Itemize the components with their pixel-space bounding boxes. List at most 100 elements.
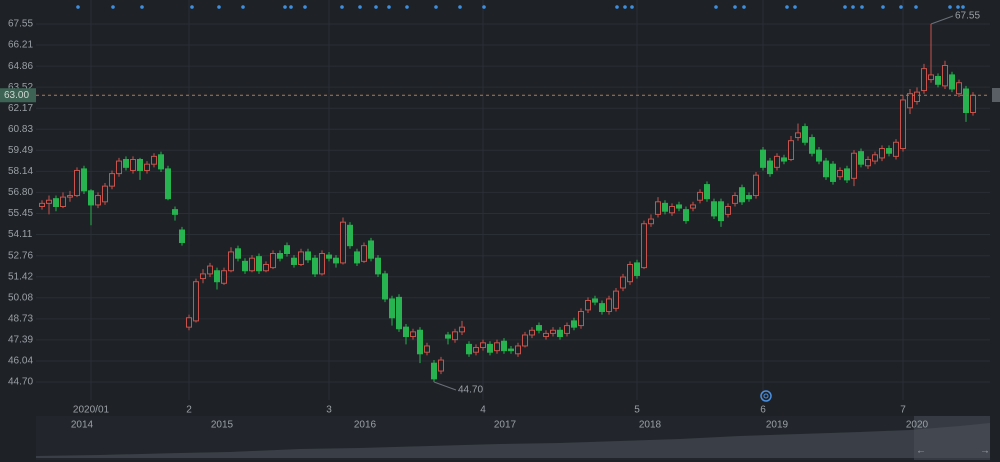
- event-dot[interactable]: [961, 5, 965, 9]
- y-tick-label: 48.73: [8, 313, 33, 324]
- y-tick-label: 66.21: [8, 40, 33, 51]
- candle-body: [606, 298, 612, 312]
- event-dot[interactable]: [742, 5, 746, 9]
- candle-body: [396, 296, 402, 330]
- event-dot[interactable]: [289, 5, 293, 9]
- event-dot[interactable]: [843, 5, 847, 9]
- navigator-window[interactable]: [914, 416, 990, 460]
- event-dot[interactable]: [623, 5, 627, 9]
- grid: [36, 0, 990, 400]
- candle-body: [935, 75, 941, 85]
- candle-body: [739, 187, 745, 203]
- event-dot[interactable]: [76, 5, 80, 9]
- candle-body: [823, 160, 829, 178]
- event-dot[interactable]: [434, 5, 438, 9]
- event-dot[interactable]: [860, 5, 864, 9]
- scroll-handle[interactable]: [992, 88, 1000, 102]
- event-dot[interactable]: [851, 5, 855, 9]
- last-price-box: [0, 88, 36, 103]
- candle-body: [186, 317, 192, 328]
- candle-body: [361, 245, 367, 262]
- candle-body: [382, 273, 388, 300]
- candle-body: [60, 196, 66, 208]
- candle-body: [88, 190, 94, 206]
- candle-body: [949, 74, 955, 90]
- event-dot[interactable]: [190, 5, 194, 9]
- candle-body: [907, 93, 913, 109]
- candle-body: [956, 82, 962, 95]
- candle-body: [795, 132, 801, 139]
- event-dot[interactable]: [785, 5, 789, 9]
- candle-body: [200, 273, 206, 280]
- event-dot[interactable]: [899, 5, 903, 9]
- event-dot[interactable]: [733, 5, 737, 9]
- event-dot[interactable]: [374, 5, 378, 9]
- candle-body: [830, 163, 836, 182]
- candle-body: [970, 94, 976, 113]
- candle-body: [613, 290, 619, 309]
- navigator-area: [36, 423, 990, 458]
- event-dot[interactable]: [793, 5, 797, 9]
- candle-body: [571, 320, 577, 328]
- candle-body: [725, 206, 731, 215]
- candle-body: [858, 151, 864, 165]
- event-dot[interactable]: [482, 5, 486, 9]
- x-tick-label: 3: [326, 405, 332, 416]
- event-dot[interactable]: [358, 5, 362, 9]
- candle-body: [746, 195, 752, 200]
- candle-body: [753, 174, 759, 197]
- event-dot[interactable]: [615, 5, 619, 9]
- y-tick-label: 44.70: [8, 377, 33, 388]
- event-dot[interactable]: [458, 5, 462, 9]
- candle-body: [634, 262, 640, 276]
- event-icon[interactable]: [760, 390, 772, 402]
- candle-body: [410, 331, 416, 338]
- event-dot[interactable]: [140, 5, 144, 9]
- event-dot[interactable]: [111, 5, 115, 9]
- y-tick-label: 62.17: [8, 103, 33, 114]
- candle-body: [536, 325, 542, 331]
- candle-body: [74, 169, 80, 197]
- candle-body: [515, 345, 521, 355]
- candle-body: [816, 149, 822, 162]
- candle-body: [354, 251, 360, 264]
- candle-body: [291, 257, 297, 265]
- candle-body: [844, 168, 850, 181]
- event-dot[interactable]: [405, 5, 409, 9]
- navigator-handle-left[interactable]: ←: [916, 446, 926, 457]
- event-dot[interactable]: [881, 5, 885, 9]
- event-dot[interactable]: [948, 5, 952, 9]
- event-dot[interactable]: [387, 5, 391, 9]
- candle-body: [459, 326, 465, 333]
- event-dot[interactable]: [714, 5, 718, 9]
- candle-body: [326, 254, 332, 259]
- event-dot[interactable]: [914, 5, 918, 9]
- candle-body: [214, 270, 220, 283]
- candle-body: [886, 148, 892, 154]
- candle-body: [81, 168, 87, 192]
- event-dot[interactable]: [241, 5, 245, 9]
- event-dot[interactable]: [340, 5, 344, 9]
- event-dot[interactable]: [303, 5, 307, 9]
- event-dot[interactable]: [956, 5, 960, 9]
- event-dot[interactable]: [630, 5, 634, 9]
- candle-body: [417, 329, 423, 355]
- candle-body: [494, 342, 500, 352]
- candle-body: [697, 191, 703, 201]
- candle-body: [466, 343, 472, 355]
- event-dot[interactable]: [217, 5, 221, 9]
- candle-body: [900, 99, 906, 150]
- x-tick-label: 2020/01: [73, 405, 110, 416]
- candle-body: [592, 298, 598, 303]
- x-tick-label: 6: [760, 405, 766, 416]
- y-tick-label: 56.80: [8, 187, 33, 198]
- navigator-handle-right[interactable]: →: [980, 446, 990, 457]
- candle-body: [564, 325, 570, 334]
- event-dot[interactable]: [283, 5, 287, 9]
- min-label: 44.70: [458, 385, 483, 396]
- candle-body: [228, 251, 234, 272]
- candle-body: [193, 281, 199, 322]
- candle-body: [669, 206, 675, 214]
